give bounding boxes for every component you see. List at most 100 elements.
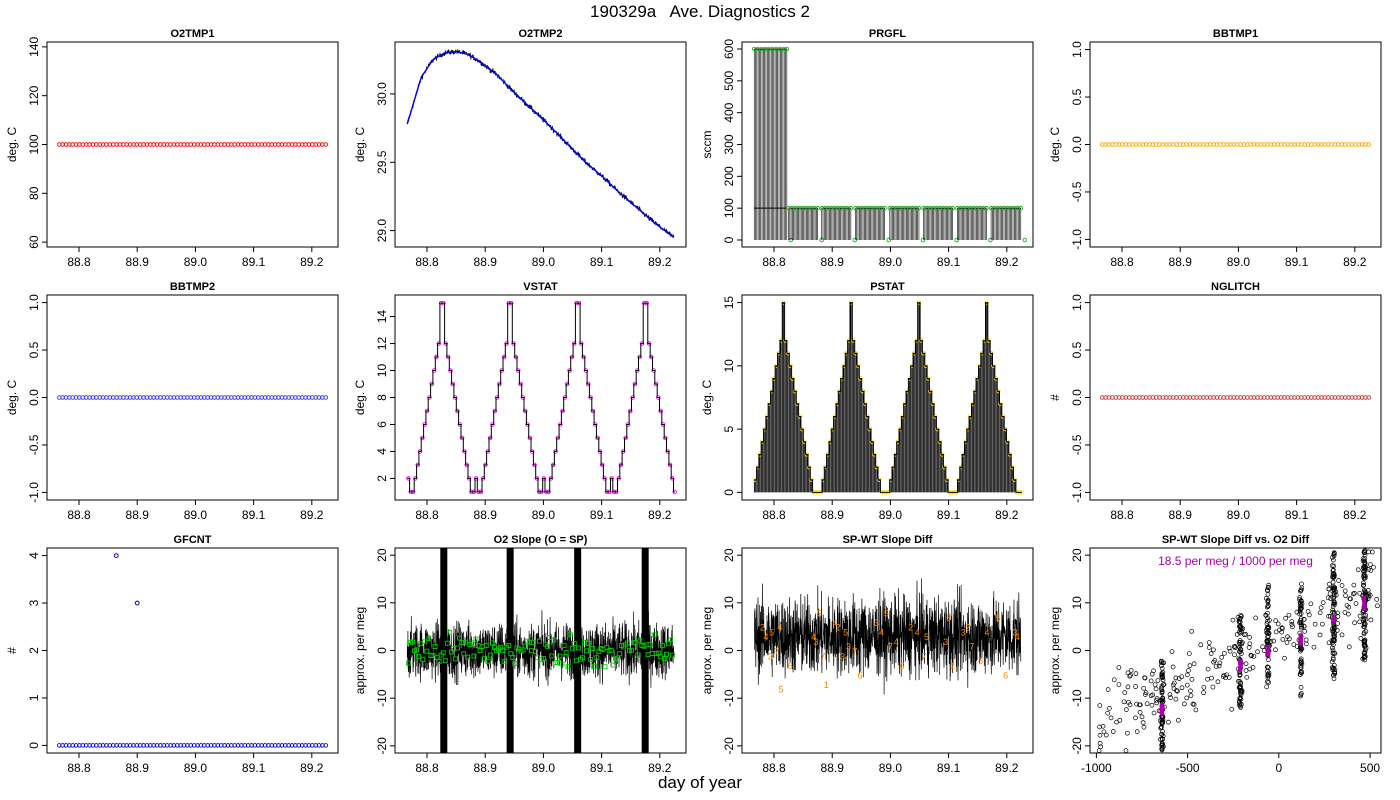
- y-tick-label: -20: [722, 737, 736, 755]
- data-point: [1175, 688, 1180, 694]
- data-point: [1371, 564, 1376, 570]
- y-tick-label: 0: [1070, 647, 1084, 654]
- data-point: [1273, 647, 1278, 653]
- data-point: [865, 414, 870, 419]
- data-point: [1366, 142, 1372, 147]
- data-marker: [625, 640, 631, 646]
- plot-frame: [1089, 547, 1382, 754]
- data-point: [667, 462, 673, 468]
- plot-area: [751, 46, 1028, 243]
- data-point: [1229, 706, 1235, 712]
- data-point: [1198, 642, 1204, 648]
- data-point: [1133, 671, 1139, 677]
- cycle-label: 3: [961, 627, 966, 637]
- y-tick-label: -1.0: [27, 482, 41, 503]
- data-point: [1362, 624, 1367, 630]
- data-point: [848, 300, 854, 305]
- data-point: [1249, 653, 1254, 659]
- y-tick-label: 20: [1070, 548, 1084, 562]
- x-tick-label: -1000: [1081, 761, 1112, 775]
- data-point: [848, 205, 854, 211]
- y-tick-label: 600: [722, 39, 736, 59]
- data-marker: [455, 645, 460, 651]
- x-tick-label: 88.8: [67, 255, 91, 269]
- data-marker: [532, 649, 538, 655]
- data-point: [415, 462, 420, 468]
- plot-frame: [741, 294, 1034, 501]
- data-point: [1217, 660, 1223, 666]
- data-point: [1152, 682, 1158, 688]
- cycle-label: 7: [852, 647, 857, 657]
- data-point: [1282, 655, 1287, 661]
- cycle-label: 4: [985, 627, 990, 637]
- data-point: [504, 341, 509, 346]
- data-point: [1361, 580, 1366, 586]
- x-tick-label: -500: [1176, 761, 1200, 775]
- data-marker: [487, 652, 493, 658]
- data-point: [1010, 464, 1015, 470]
- cycle-label: 5: [946, 613, 951, 623]
- data-point: [1331, 599, 1337, 604]
- data-marker: [616, 651, 622, 657]
- x-tick-label: 88.8: [762, 761, 786, 775]
- data-point: [1361, 631, 1367, 637]
- data-point: [527, 435, 533, 441]
- data-point: [1219, 655, 1225, 660]
- data-point: [445, 354, 451, 360]
- data-point: [1160, 733, 1166, 739]
- data-point: [1320, 600, 1326, 605]
- data-point: [1127, 673, 1133, 679]
- data-point: [427, 395, 432, 400]
- data-point: [1237, 641, 1243, 647]
- data-point: [1298, 672, 1303, 677]
- data-marker: [565, 664, 571, 670]
- plot-frame: [46, 294, 339, 501]
- data-point: [1174, 688, 1179, 693]
- data-point: [422, 422, 427, 427]
- data-point: [1209, 675, 1214, 681]
- y-tick-label: 3: [27, 599, 41, 606]
- data-point: [797, 414, 803, 419]
- data-point: [1317, 632, 1323, 638]
- x-tick-label: 89.1: [937, 508, 961, 522]
- data-point: [1206, 640, 1212, 645]
- data-point: [1342, 588, 1348, 594]
- data-point: [462, 449, 467, 454]
- cycle-label: 3: [846, 642, 851, 652]
- chart-title: O2TMP2: [518, 28, 562, 40]
- data-point: [1148, 693, 1154, 699]
- x-tick-label: 89.0: [879, 761, 903, 775]
- data-marker: [405, 660, 411, 666]
- data-marker: [444, 640, 450, 646]
- x-tick-label: 89.1: [590, 761, 614, 775]
- data-point: [1230, 617, 1236, 623]
- cluster-mean: [1160, 708, 1165, 715]
- data-point: [1159, 745, 1165, 750]
- y-axis-label: #: [1048, 394, 1062, 401]
- data-point: [480, 476, 486, 481]
- data-point: [935, 426, 940, 432]
- data-point: [937, 439, 943, 445]
- data-point: [1205, 676, 1210, 682]
- x-tick-label: 88.8: [415, 761, 439, 775]
- panel-nglitch: NGLITCH #88.8 88.9 89.0 89.1 89.2 -1.0 -0.5 0.0 0…: [1048, 281, 1382, 522]
- page-title: 190329a Ave. Diagnostics 2: [590, 2, 810, 21]
- x-tick-label: 0: [1275, 761, 1282, 775]
- data-point: [515, 368, 521, 373]
- cycle-label: 3: [768, 651, 773, 661]
- data-point: [1133, 715, 1138, 721]
- data-point: [1159, 724, 1164, 730]
- data-point: [988, 237, 993, 243]
- cycle-label: 5: [778, 685, 783, 695]
- data-point: [1125, 684, 1131, 690]
- data-point: [1168, 695, 1173, 700]
- data-point: [1151, 710, 1157, 716]
- data-point: [1331, 637, 1337, 643]
- plot-area: [753, 300, 1024, 495]
- x-tick-label: 89.0: [184, 508, 208, 522]
- data-point: [609, 476, 614, 481]
- cycle-label: 6: [900, 661, 905, 671]
- data-point: [1232, 645, 1238, 651]
- plot-area: 18.5 per meg / 1000 per meg: [1096, 548, 1380, 753]
- data-point: [853, 350, 859, 356]
